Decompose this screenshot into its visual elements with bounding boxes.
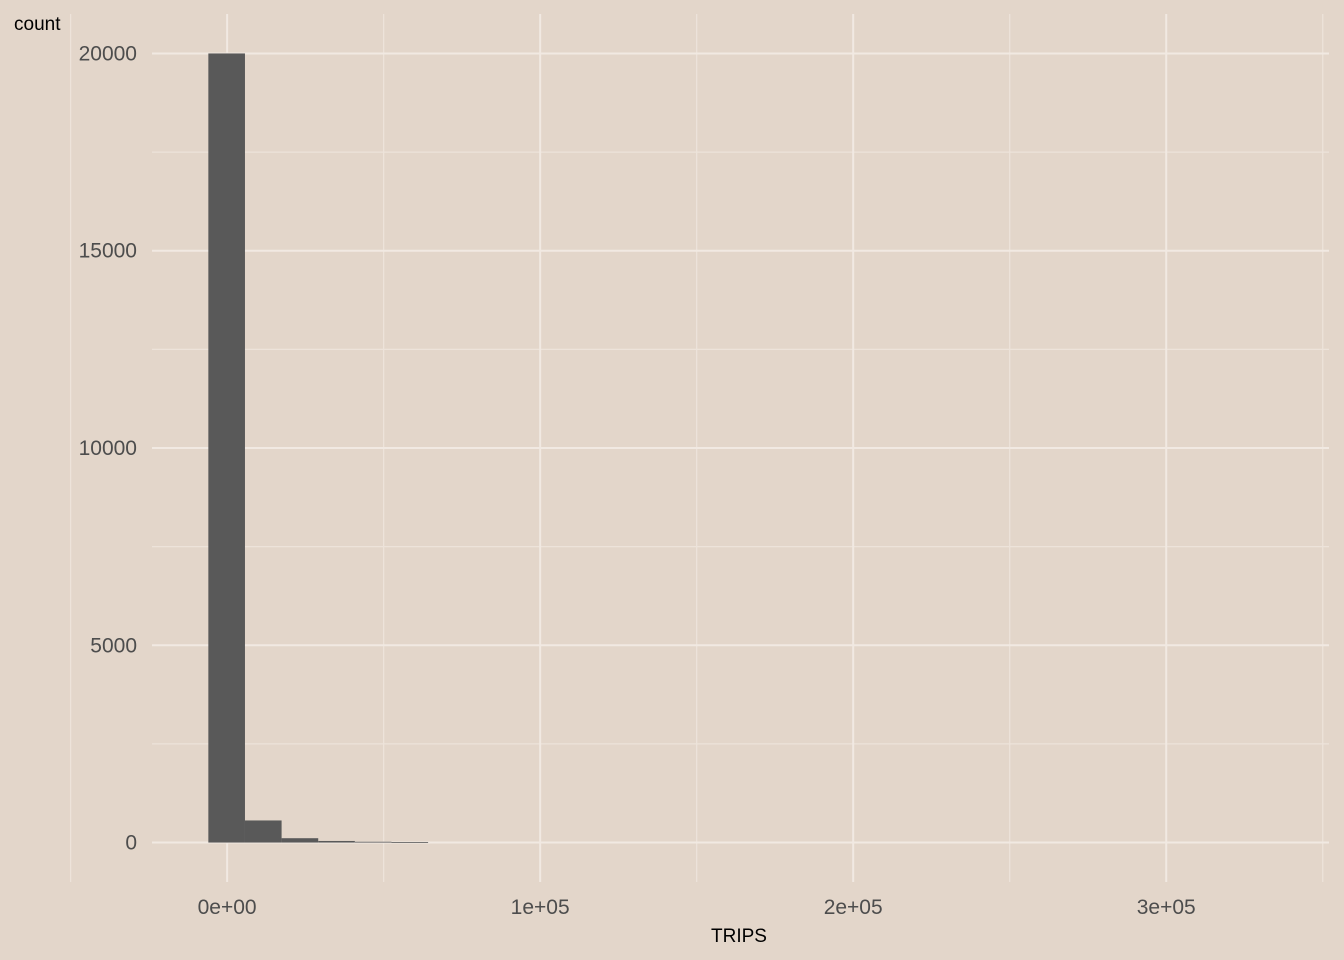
x-tick-label-3: 3e+05 xyxy=(1137,896,1196,919)
y-tick-label-1: 5000 xyxy=(90,634,137,657)
x-axis-title: TRIPS xyxy=(711,926,767,947)
x-axis-tick-labels: 0e+00 1e+05 2e+05 3e+05 xyxy=(198,896,1196,919)
x-tick-label-2: 2e+05 xyxy=(824,896,883,919)
histogram-bar-0 xyxy=(208,53,245,843)
histogram-bar-2 xyxy=(281,838,319,843)
x-tick-label-0: 0e+00 xyxy=(198,896,257,919)
histogram-bar-5 xyxy=(391,842,429,843)
histogram-bar-1 xyxy=(244,820,282,843)
y-tick-label-4: 20000 xyxy=(79,42,137,65)
x-tick-label-1: 1e+05 xyxy=(511,896,570,919)
y-axis-tick-labels: 0 5000 10000 15000 20000 xyxy=(79,42,137,854)
y-tick-label-0: 0 xyxy=(125,832,137,855)
histogram-bars xyxy=(208,53,429,843)
y-tick-label-2: 10000 xyxy=(79,437,137,460)
y-axis-title: count xyxy=(14,14,61,35)
grid-lines xyxy=(69,14,1329,882)
histogram-bar-4 xyxy=(354,841,392,843)
y-tick-label-3: 15000 xyxy=(79,240,137,263)
histogram-bar-3 xyxy=(318,840,355,843)
